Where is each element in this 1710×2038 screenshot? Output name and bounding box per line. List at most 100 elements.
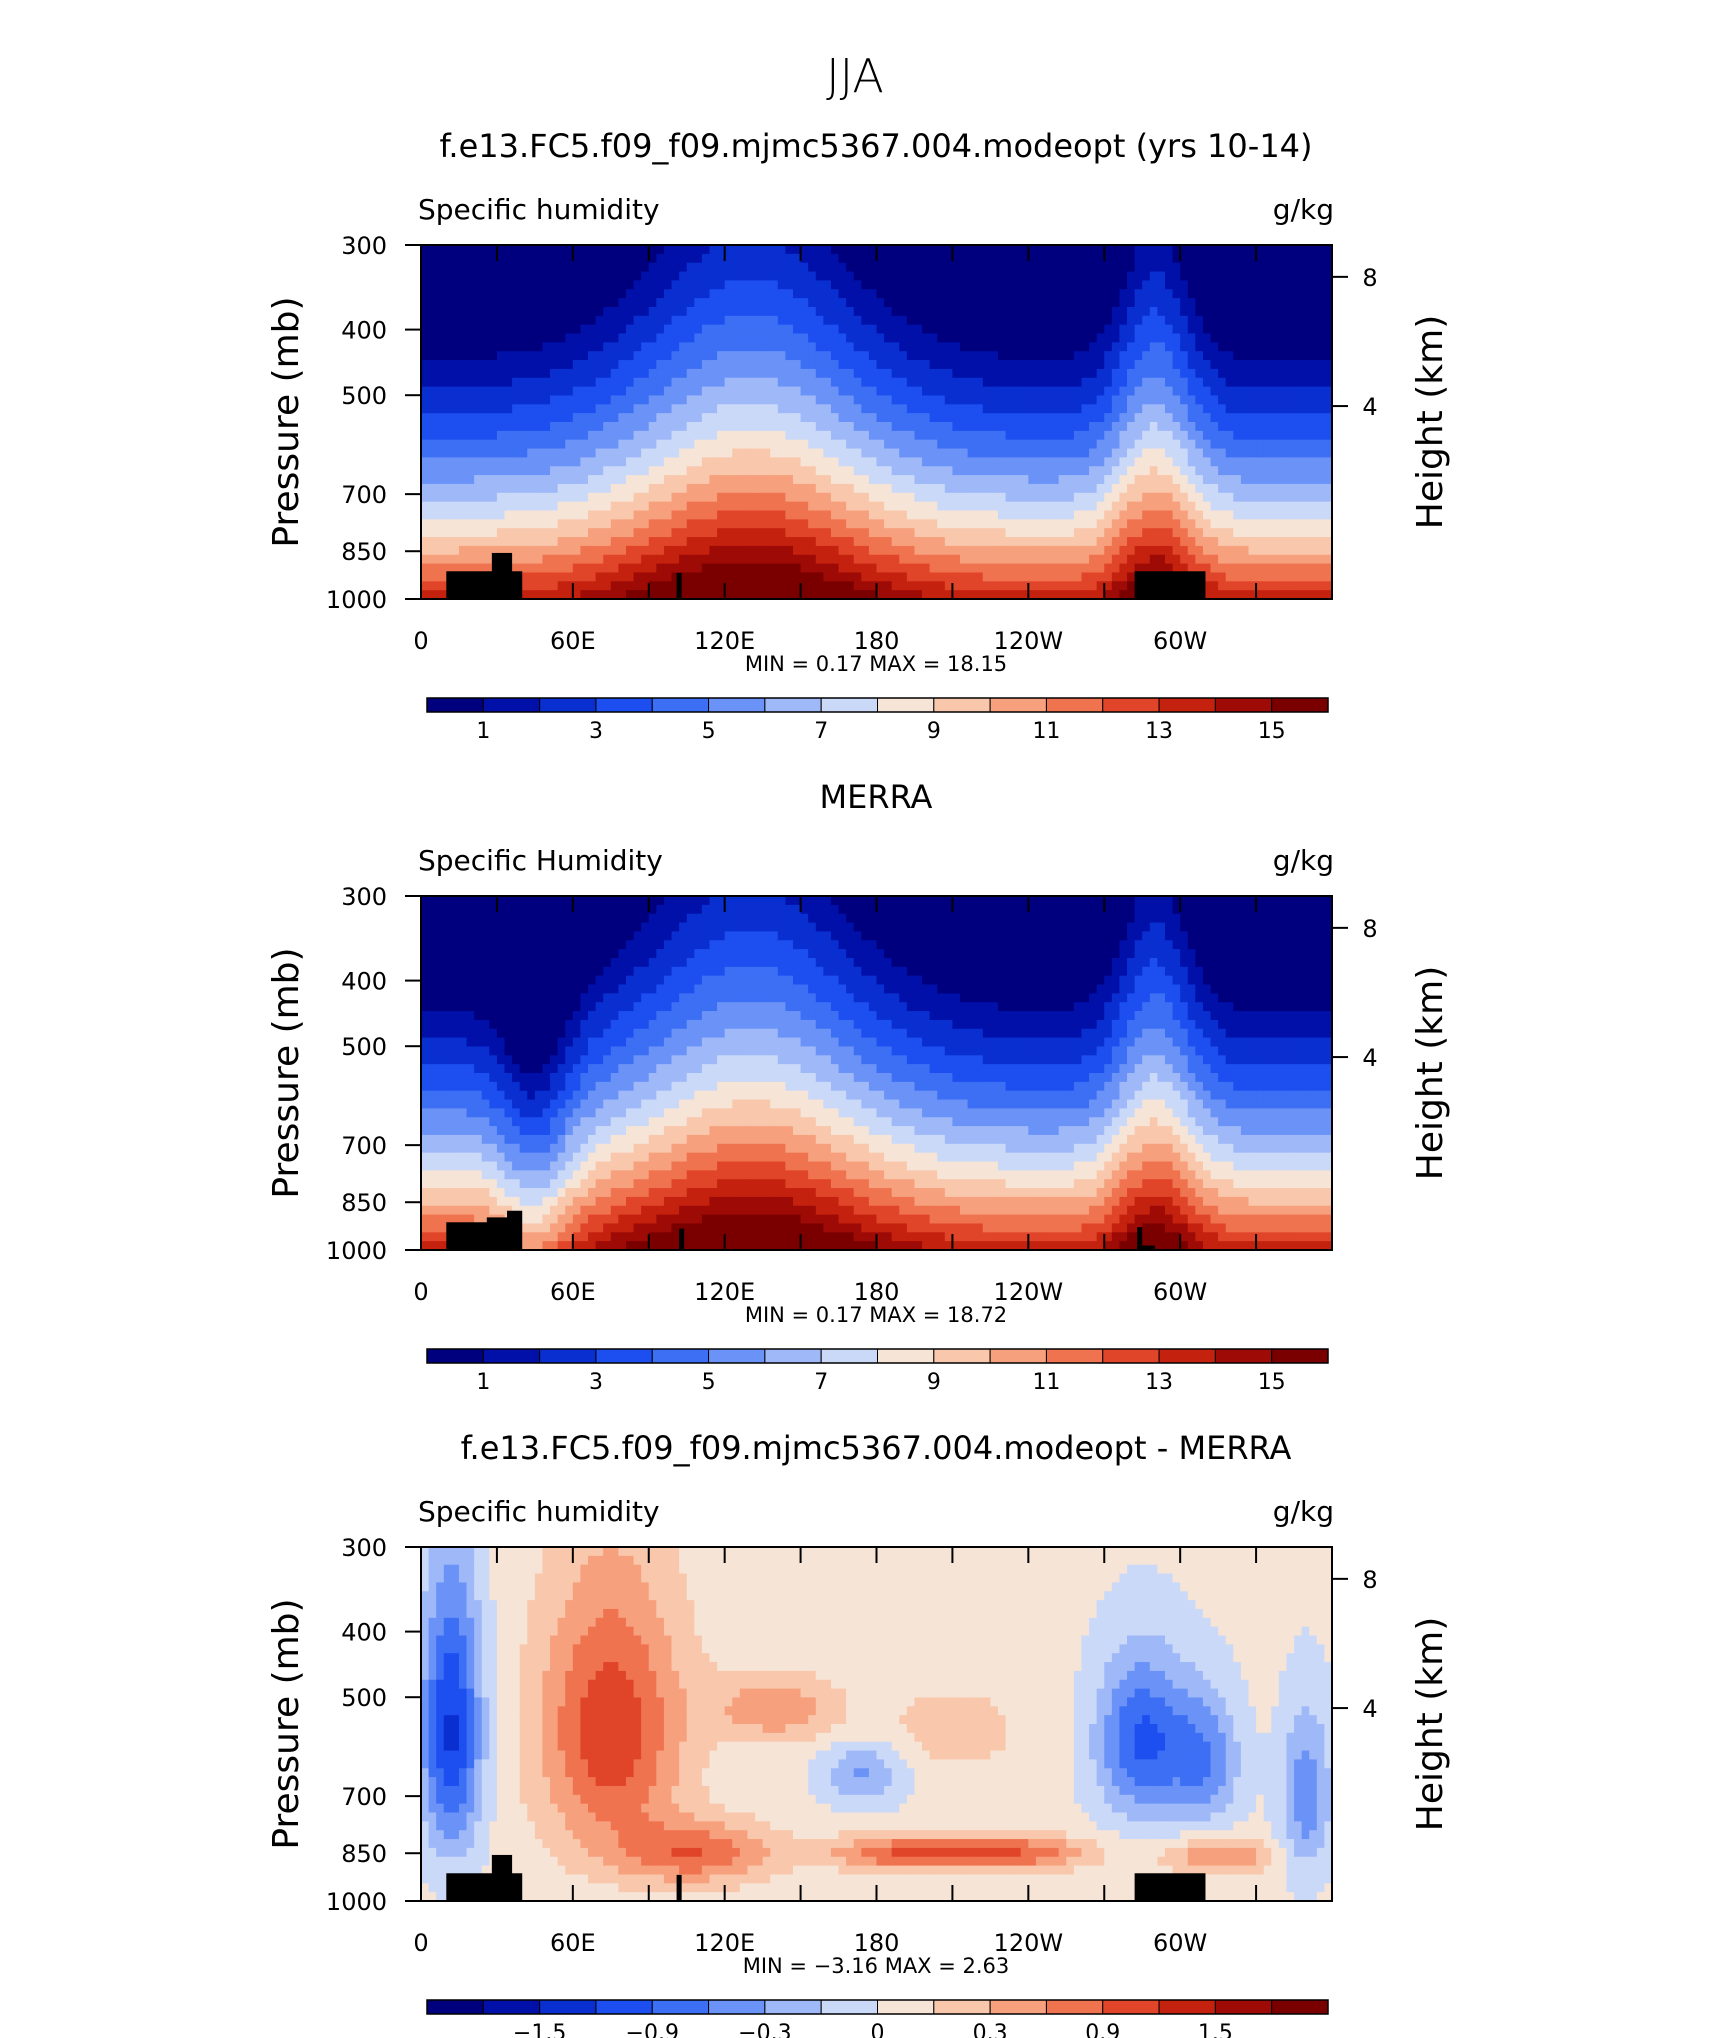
x-tick-label: 0 bbox=[413, 627, 428, 655]
colorbar-label: 1.5 bbox=[1198, 2021, 1233, 2038]
colorbar-box bbox=[820, 1348, 878, 1364]
x-tick-label: 60E bbox=[550, 1278, 596, 1306]
y-tick-label: 850 bbox=[341, 1189, 387, 1217]
x-tick-label: 180 bbox=[854, 1929, 900, 1957]
land-block bbox=[676, 1874, 682, 1901]
colorbar-label: 9 bbox=[927, 719, 941, 744]
colorbar-box bbox=[1045, 697, 1104, 713]
land-block bbox=[1134, 571, 1206, 599]
colorbar-label: 15 bbox=[1258, 719, 1286, 744]
land-block bbox=[507, 1210, 523, 1250]
colorbar-label: 0.9 bbox=[1085, 2021, 1120, 2038]
colorbar-box bbox=[1158, 697, 1216, 713]
land-block bbox=[1137, 1227, 1143, 1250]
min-max-stats: MIN = 0.17 MAX = 18.72 bbox=[745, 1303, 1007, 1327]
x-tick-label: 180 bbox=[854, 1278, 900, 1306]
panel-2: MERRA Specific Humidity g/kg 0 60E 120E 180 120… bbox=[266, 778, 1451, 1395]
panel-1: f.e13.FC5.f09_f09.mjmc5367.004.modeopt (… bbox=[266, 127, 1451, 744]
y-tick-label: 500 bbox=[341, 1684, 387, 1712]
min-max-stats: MIN = 0.17 MAX = 18.15 bbox=[745, 652, 1007, 676]
colorbar-box bbox=[989, 1999, 1047, 2015]
colorbar-box bbox=[539, 1999, 597, 2015]
colorbar-box bbox=[651, 1999, 710, 2015]
variable-label: Specific humidity bbox=[418, 1495, 660, 1528]
colorbar-label: 15 bbox=[1258, 1370, 1286, 1395]
colorbar-box bbox=[764, 1348, 822, 1364]
colorbar-label: 9 bbox=[927, 1370, 941, 1395]
colorbar-box bbox=[595, 1999, 653, 2015]
height-tick-label: 8 bbox=[1362, 264, 1377, 292]
colorbar-box bbox=[426, 697, 484, 713]
y-tick-label: 300 bbox=[341, 232, 387, 260]
colorbar-box bbox=[539, 697, 597, 713]
x-tick-label: 120W bbox=[994, 1929, 1064, 1957]
x-tick-label: 60E bbox=[550, 1929, 596, 1957]
colorbar-box bbox=[989, 1348, 1047, 1364]
y-axis-label: Pressure (mb) bbox=[266, 947, 307, 1198]
colorbar-box bbox=[989, 697, 1047, 713]
colorbar-box bbox=[1102, 1348, 1160, 1364]
colorbar-label: 0 bbox=[871, 2021, 885, 2038]
y-tick-label: 700 bbox=[341, 1783, 387, 1811]
y-tick-label: 400 bbox=[341, 317, 387, 345]
colorbar-label: −0.3 bbox=[738, 2021, 791, 2038]
x-tick-label: 60W bbox=[1153, 1929, 1207, 1957]
y-tick-label: 1000 bbox=[326, 1888, 387, 1916]
figure-title: JJA bbox=[826, 49, 884, 103]
y-tick-label: 1000 bbox=[326, 1237, 387, 1265]
colorbar: 1 3 5 7 9 11 13 15 bbox=[426, 1348, 1329, 1395]
colorbar-box bbox=[708, 1999, 766, 2015]
heatmap-field bbox=[421, 245, 1333, 600]
x-tick-label: 60W bbox=[1153, 627, 1207, 655]
y-tick-label: 500 bbox=[341, 382, 387, 410]
y2-axis-label: Height (km) bbox=[1410, 315, 1451, 529]
y-tick-label: 400 bbox=[341, 968, 387, 996]
land-block bbox=[491, 1854, 513, 1901]
x-tick-label: 120E bbox=[694, 1278, 755, 1306]
colorbar-box bbox=[877, 697, 935, 713]
colorbar-box bbox=[1102, 697, 1160, 713]
colorbar-frame bbox=[426, 697, 1329, 713]
panel-title: MERRA bbox=[820, 778, 933, 816]
height-tick-label: 4 bbox=[1362, 1044, 1377, 1072]
colorbar-label: −1.5 bbox=[513, 2021, 566, 2038]
y-tick-label: 300 bbox=[341, 1534, 387, 1562]
colorbar-label: 3 bbox=[589, 719, 603, 744]
land-block bbox=[1134, 1873, 1206, 1901]
colorbar-label: 1 bbox=[476, 719, 490, 744]
colorbar-box bbox=[482, 1999, 541, 2015]
colorbar-box bbox=[708, 1348, 766, 1364]
colorbar-box bbox=[651, 697, 710, 713]
colorbar-box bbox=[426, 1348, 484, 1364]
colorbar-box bbox=[1158, 1348, 1216, 1364]
x-tick-label: 0 bbox=[413, 1278, 428, 1306]
colorbar-box bbox=[482, 697, 541, 713]
units-label: g/kg bbox=[1273, 1495, 1334, 1528]
colorbar-box bbox=[1271, 697, 1329, 713]
panel-3: f.e13.FC5.f09_f09.mjmc5367.004.modeopt -… bbox=[266, 1429, 1451, 2038]
colorbar: 1 3 5 7 9 11 13 15 bbox=[426, 697, 1329, 744]
colorbar-label: 3 bbox=[589, 1370, 603, 1395]
units-label: g/kg bbox=[1273, 193, 1334, 226]
colorbar: −1.5 −0.9 −0.3 0 0.3 0.9 1.5 bbox=[426, 1999, 1329, 2038]
colorbar-label: 7 bbox=[814, 1370, 828, 1395]
colorbar-box bbox=[1158, 1999, 1216, 2015]
variable-label: Specific Humidity bbox=[418, 844, 663, 877]
colorbar-box bbox=[764, 1999, 822, 2015]
colorbar-box bbox=[764, 697, 822, 713]
topography-mask bbox=[446, 1210, 1155, 1250]
min-max-stats: MIN = −3.16 MAX = 2.63 bbox=[743, 1954, 1010, 1978]
colorbar-box bbox=[877, 1999, 935, 2015]
x-tick-label: 120E bbox=[694, 627, 755, 655]
land-block bbox=[1137, 1245, 1155, 1250]
colorbar-box bbox=[1045, 1999, 1104, 2015]
y-tick-label: 850 bbox=[341, 1840, 387, 1868]
y2-axis-label: Height (km) bbox=[1410, 966, 1451, 1180]
colorbar-label: 5 bbox=[702, 1370, 716, 1395]
colorbar-frame bbox=[426, 1348, 1329, 1364]
colorbar-box bbox=[539, 1348, 597, 1364]
height-tick-label: 8 bbox=[1362, 1566, 1377, 1594]
y-tick-label: 500 bbox=[341, 1033, 387, 1061]
x-tick-label: 180 bbox=[854, 627, 900, 655]
